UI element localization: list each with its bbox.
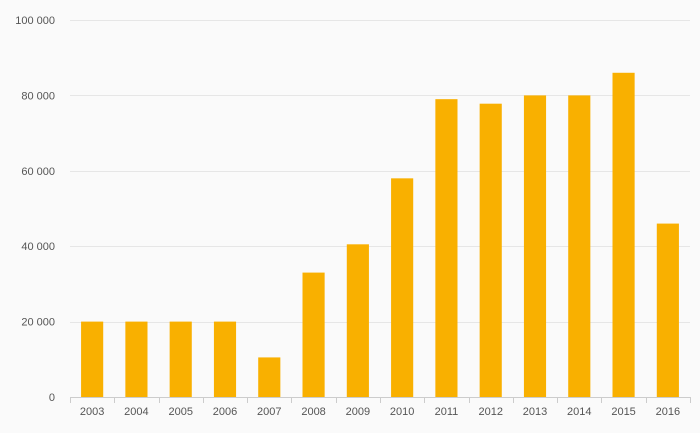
bar-2007 [258,357,281,397]
x-tick-label: 2011 [435,406,459,418]
x-tick-label: 2005 [168,406,192,418]
bar-2016 [656,223,679,397]
y-tick-label: 80 000 [21,90,55,102]
x-tick-label: 2008 [301,406,325,418]
bar-2014 [568,95,591,398]
y-tick-label: 60 000 [21,166,55,178]
x-tick-label: 2010 [390,406,414,418]
x-tick-label: 2006 [213,406,237,418]
bar-2009 [346,244,369,397]
bar-2004 [125,321,148,397]
grid-layer [70,20,690,323]
x-tick-label: 2012 [478,406,502,418]
bar-2008 [302,272,325,397]
bar-2003 [81,321,104,397]
y-tick-label: 0 [49,392,55,404]
x-tick-label: 2013 [523,406,547,418]
x-tick-label: 2009 [346,406,370,418]
bar-2005 [169,321,192,397]
bar-2010 [391,178,414,397]
y-tick-label: 100 000 [15,15,55,27]
x-axis: 2003 2004 2005 2006 2007 2008 2009 2010 2011 2012… [70,397,691,418]
bar-2006 [213,321,237,397]
bar-2013 [523,95,547,398]
x-tick-label: 2016 [656,406,680,418]
bar-2015 [612,72,635,397]
y-tick-label: 20 000 [21,317,55,329]
x-tick-label: 2003 [80,406,104,418]
bar-2011 [435,99,458,398]
x-tick-label: 2015 [611,406,635,418]
bar-2012 [479,103,502,397]
x-tick-label: 2014 [567,406,591,418]
y-tick-label: 40 000 [21,241,55,253]
x-tick-label: 2007 [257,406,281,418]
bars [81,72,679,398]
x-tick-label: 2004 [124,406,148,418]
y-axis-ticks: 0 20 000 40 000 60 000 80 000 100 000 [15,15,55,404]
